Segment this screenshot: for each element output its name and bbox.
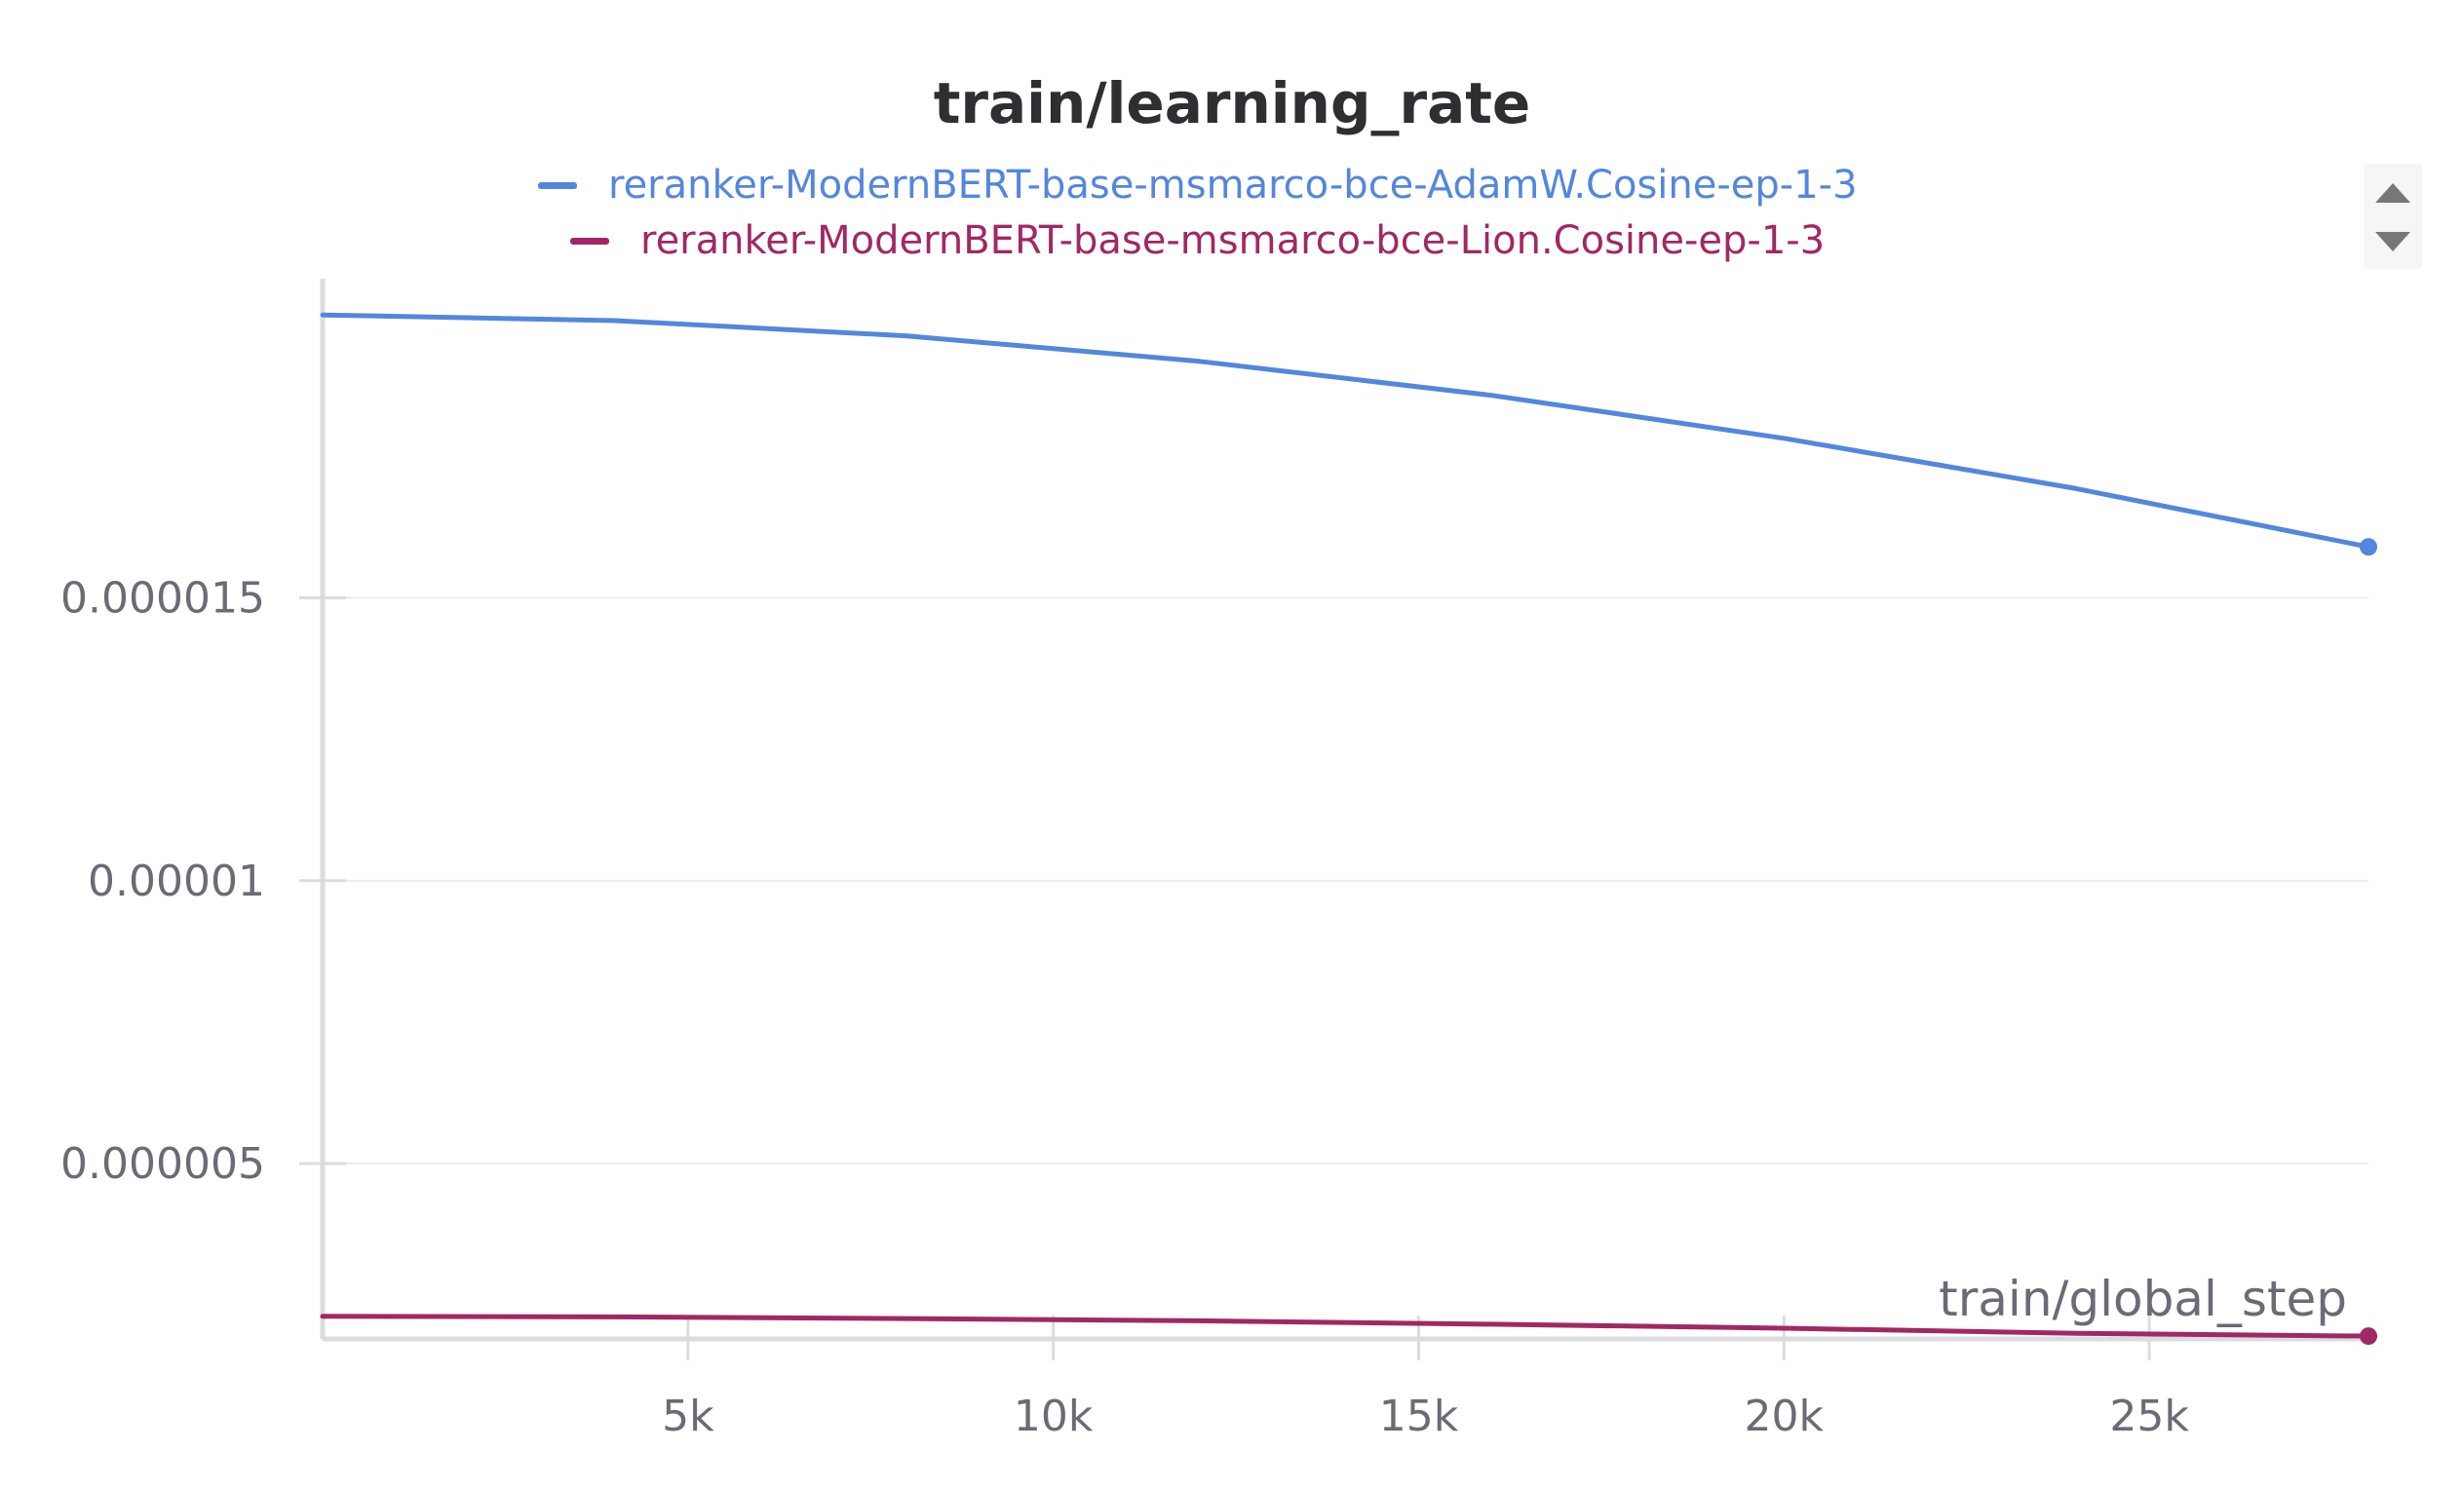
x-tick-label: 10k	[1014, 1392, 1094, 1441]
y-tick-label: 0.00001	[88, 857, 265, 906]
y-tick-label: 0.000015	[60, 573, 265, 623]
legend-item-lion[interactable]: reranker-ModernBERT-base-msmarco-bce-Lio…	[570, 218, 1825, 263]
legend-scroll-up-icon[interactable]	[2375, 183, 2410, 203]
series-line-1[interactable]	[320, 1314, 2371, 1339]
legend-label-adamw: reranker-ModernBERT-base-msmarco-bce-Ada…	[608, 163, 1858, 208]
x-tick-label: 20k	[1745, 1392, 1825, 1441]
legend-label-lion: reranker-ModernBERT-base-msmarco-bce-Lio…	[640, 218, 1826, 263]
x-tick-label: 5k	[662, 1392, 714, 1441]
legend-swatch-lion	[570, 237, 609, 245]
series-end-point-1[interactable]	[2360, 1327, 2377, 1346]
grid-lines	[299, 595, 2368, 1360]
legend-item-adamw[interactable]: reranker-ModernBERT-base-msmarco-bce-Ada…	[538, 163, 1858, 208]
x-tick-label: 15k	[1379, 1392, 1459, 1441]
legend-scroller	[2364, 164, 2422, 269]
series-end-point-0[interactable]	[2360, 538, 2377, 556]
series-line-0[interactable]	[320, 312, 2371, 550]
x-tick-labels: 5k 10k 15k 20k 25k	[662, 1392, 2189, 1441]
legend-scroll-down-icon[interactable]	[2375, 232, 2410, 251]
chart-title: train/learning_rate	[933, 70, 1531, 136]
legend-swatch-adamw	[538, 181, 577, 189]
y-tick-labels: 0.000005 0.00001 0.000015	[60, 573, 265, 1189]
series-lines	[320, 312, 2377, 1346]
x-axis-title: train/global_step	[1939, 1271, 2347, 1327]
axes	[320, 279, 2368, 1342]
y-tick-label: 0.000005	[60, 1139, 265, 1189]
x-tick-label: 25k	[2109, 1392, 2189, 1441]
